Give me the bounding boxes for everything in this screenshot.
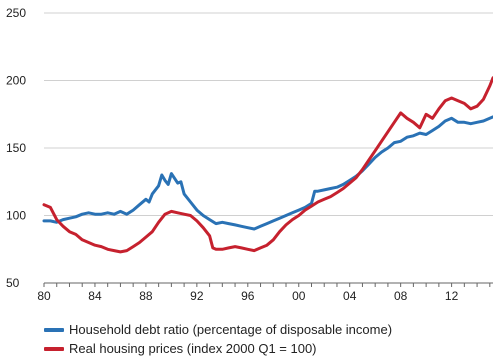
y-tick-label: 250 xyxy=(6,6,26,20)
series-lines xyxy=(42,76,493,254)
x-tick-label: 04 xyxy=(343,289,357,303)
x-tick-label: 92 xyxy=(190,289,204,303)
legend-label: Household debt ratio (percentage of disp… xyxy=(69,322,393,337)
series-line-0 xyxy=(42,115,493,231)
gridlines xyxy=(44,12,493,216)
y-tick-label: 200 xyxy=(6,74,26,88)
legend-item: Household debt ratio (percentage of disp… xyxy=(44,320,484,339)
series-line-1 xyxy=(42,76,493,254)
x-tick-label: 84 xyxy=(88,289,102,303)
y-tick-label: 100 xyxy=(6,209,26,223)
legend-swatch xyxy=(44,346,64,351)
x-tick-label: 00 xyxy=(292,289,306,303)
x-tick-label: 12 xyxy=(445,289,459,303)
x-axis-tick-labels: 80 84 88 92 96 00 04 08 12 xyxy=(37,289,458,303)
y-tick-label: 150 xyxy=(6,141,26,155)
legend: Household debt ratio (percentage of disp… xyxy=(44,320,484,358)
x-tick-label: 08 xyxy=(394,289,408,303)
legend-swatch xyxy=(44,327,64,332)
x-tick-label: 96 xyxy=(241,289,255,303)
legend-item: Real housing prices (index 2000 Q1 = 100… xyxy=(44,339,484,358)
x-tick-label: 88 xyxy=(139,289,153,303)
x-axis xyxy=(43,282,493,287)
y-tick-label: 50 xyxy=(6,276,20,290)
legend-label: Real housing prices (index 2000 Q1 = 100… xyxy=(69,341,317,356)
y-axis-tick-labels: 50 100 150 200 250 xyxy=(6,6,26,290)
x-tick-label: 80 xyxy=(37,289,51,303)
